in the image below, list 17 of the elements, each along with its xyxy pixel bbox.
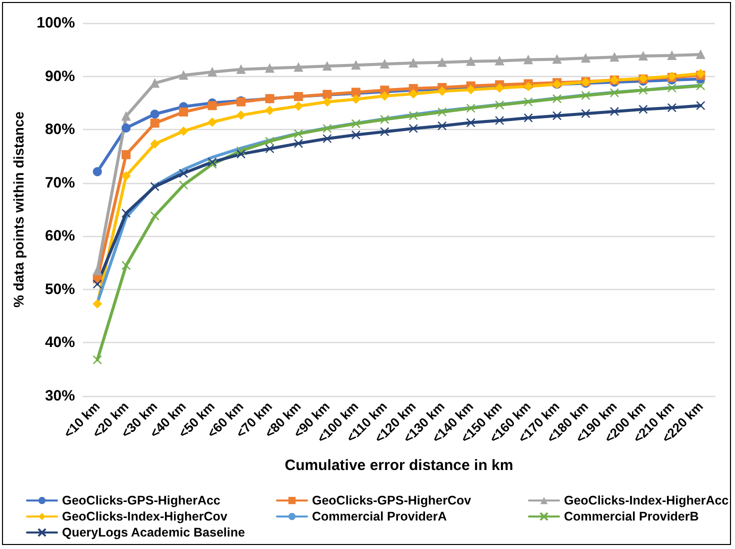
- y-tick-label: 60%: [44, 228, 75, 245]
- y-tick-label: 30%: [44, 388, 75, 404]
- y-tick-label: 40%: [44, 334, 75, 352]
- legend-label: QueryLogs Academic Baseline: [62, 526, 245, 540]
- y-axis-title: % data points within distance: [10, 111, 27, 308]
- x-axis-title: Cumulative error distance in km: [284, 457, 514, 474]
- legend-label: Commercial ProviderB: [564, 510, 699, 524]
- legend-label: GeoClicks-Index-HigherAcc: [564, 494, 729, 508]
- y-tick-label: 90%: [44, 68, 75, 85]
- y-tick-label: 70%: [44, 174, 75, 192]
- legend-label: Commercial ProviderA: [312, 510, 447, 524]
- legend-label: GeoClicks-GPS-HigherCov: [312, 494, 472, 508]
- legend-label: GeoClicks-Index-HigherCov: [62, 510, 228, 524]
- legend-label: GeoClicks-GPS-HigherAcc: [62, 494, 220, 508]
- y-tick-label: 50%: [44, 280, 75, 298]
- y-tick-label: 80%: [44, 121, 75, 138]
- y-tick-label: 100%: [36, 14, 75, 32]
